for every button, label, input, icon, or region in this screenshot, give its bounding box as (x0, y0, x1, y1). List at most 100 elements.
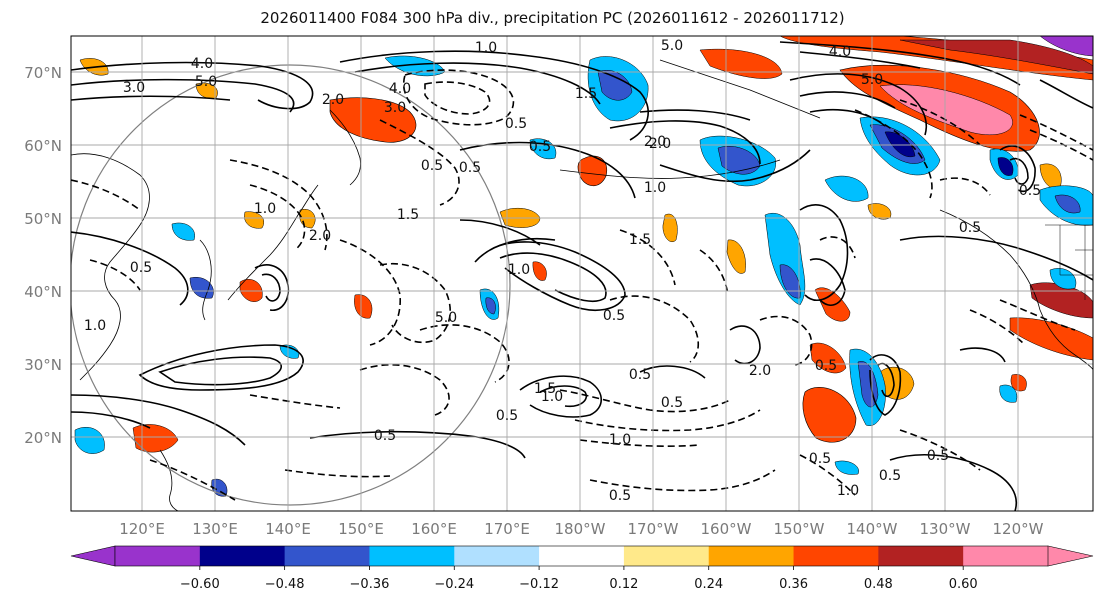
latitude-label: 40°N (24, 283, 62, 301)
precip-shade (802, 387, 857, 443)
colorbar-tick-label: −0.36 (350, 577, 390, 592)
precip-shade (279, 344, 300, 359)
colorbar-swatch (878, 546, 964, 566)
coastline-kamchatka (329, 109, 361, 186)
border-line (1059, 225, 1093, 276)
contour-line (489, 241, 626, 311)
contour-line (809, 258, 846, 306)
contour-line (889, 454, 1017, 511)
contour-label: 0.5 (459, 160, 481, 176)
precip-shade (834, 460, 859, 475)
contour-line (354, 62, 601, 105)
contour-line (799, 91, 896, 109)
contour-label: 0.5 (603, 308, 625, 324)
contour-line (609, 120, 761, 165)
precip-shade (329, 97, 417, 143)
contour-label: 1.5 (629, 232, 651, 248)
coastline-korea (199, 239, 212, 321)
longitude-labels: 120°E 130°E 140°E 150°E 160°E 170°E 180°W 170°W… (119, 520, 1043, 538)
contour-line (559, 389, 731, 413)
longitude-label: 120°W (993, 520, 1044, 538)
contour-line (854, 109, 933, 199)
contour-label: 1.0 (837, 483, 859, 499)
precip-shade (1049, 268, 1077, 290)
contour-labels: 4.05.03.01.0 5.04.00.53.02.0 1.50.50.51.52… (84, 38, 1041, 504)
contour-line (71, 179, 141, 211)
contour-line (574, 409, 761, 432)
precip-shade (809, 342, 847, 374)
contour-label: 1.0 (541, 389, 563, 405)
colorbar: −0.60 −0.48 −0.36 −0.24 −0.12 0.12 0.24 0.36 0.4… (70, 545, 1094, 592)
coastlines (71, 59, 1093, 511)
contour-label: 0.5 (609, 488, 631, 504)
colorbar-swatch (963, 546, 1049, 566)
precip-shade (171, 222, 195, 241)
contour-line (71, 78, 295, 113)
precip-shade (354, 294, 373, 319)
contour-line (609, 295, 700, 363)
longitude-label: 140°W (847, 520, 898, 538)
contour-line (519, 375, 603, 418)
contour-line (261, 273, 281, 302)
contour-line (158, 356, 283, 386)
contour-label: 0.5 (505, 116, 527, 132)
longitude-label: 130°W (920, 520, 971, 538)
precip-shade (577, 155, 608, 187)
precip-positive-shading (79, 36, 1093, 453)
contour-line (959, 347, 1006, 363)
precip-shade (779, 264, 801, 299)
contour-label: 0.5 (529, 139, 551, 155)
contour-line (71, 231, 189, 306)
contour-label: 2.0 (322, 92, 344, 108)
colorbar-outline (114, 545, 1049, 567)
colorbar-tick-label: 0.12 (609, 577, 638, 592)
contour-label: 1.5 (397, 207, 419, 223)
precip-shade (662, 213, 678, 242)
colorbar-extend-min (70, 545, 116, 567)
graticule (71, 36, 1093, 511)
contour-line (819, 236, 856, 259)
contour-line (149, 459, 236, 501)
precip-shade (74, 426, 105, 454)
contour-label: 2.0 (649, 136, 671, 152)
contour-line (71, 411, 151, 429)
contour-label: 1.5 (534, 381, 556, 397)
colorbar-swatch (199, 546, 286, 566)
contour-label: 0.5 (130, 260, 152, 276)
contour-line (419, 324, 510, 383)
contour-line (729, 325, 761, 365)
contour-line (1039, 79, 1093, 109)
contour-label: 0.5 (959, 220, 981, 236)
contour-label: 0.5 (1019, 183, 1041, 199)
contour-line (899, 429, 981, 471)
contour-label: 5.0 (195, 74, 217, 90)
contour-line (579, 439, 701, 447)
precip-shade (189, 276, 214, 299)
precip-shade (1029, 282, 1093, 319)
contour-line (789, 73, 927, 136)
contour-label: 2.0 (749, 363, 771, 379)
coastline-japan (227, 184, 319, 301)
contour-label: 4.0 (389, 81, 411, 97)
longitude-label: 150°W (774, 520, 825, 538)
divergence-contours-positive (71, 41, 1093, 511)
projection-circle (71, 64, 511, 506)
contour-label: 2.0 (644, 134, 666, 150)
contour-label: 4.0 (829, 44, 851, 60)
contour-line (639, 365, 706, 379)
contour-line (249, 394, 341, 409)
longitude-label: 160°E (411, 520, 457, 538)
contour-line (424, 81, 491, 115)
contour-line (589, 469, 776, 492)
precip-shade (244, 211, 264, 229)
contour-label: 1.0 (609, 432, 631, 448)
contour-label: 0.5 (629, 367, 651, 383)
contour-line (249, 184, 306, 251)
colorbar-swatch (284, 546, 370, 566)
contour-line (539, 385, 587, 408)
latitude-label: 50°N (24, 210, 62, 228)
colorbar-tick-label: −0.24 (434, 577, 474, 592)
colorbar-tick-label: −0.12 (519, 577, 559, 592)
contour-label: 0.5 (661, 395, 683, 411)
